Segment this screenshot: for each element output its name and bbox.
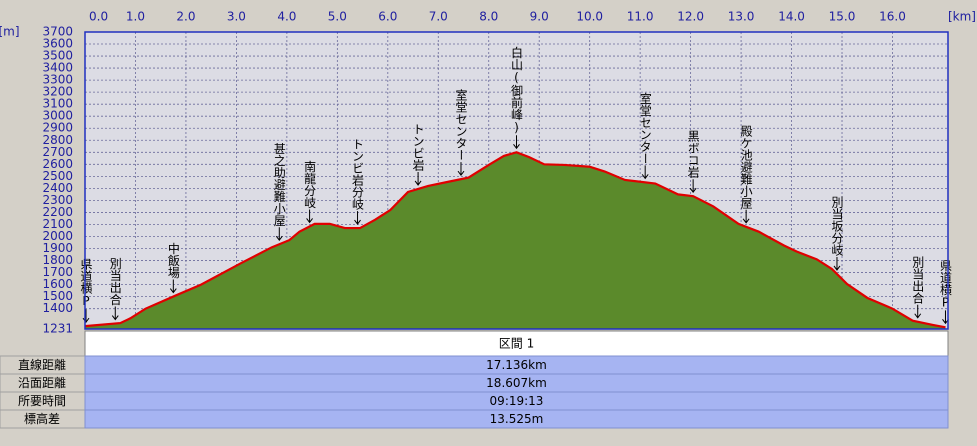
landmark-label: 室堂センター bbox=[454, 88, 468, 161]
y-tick-label: 3500 bbox=[42, 49, 73, 63]
section-header-cell bbox=[84, 330, 949, 357]
landmark-label: トンビ岩 bbox=[411, 123, 425, 171]
x-tick-label: 13.0 bbox=[728, 10, 755, 24]
y-tick-label: 1900 bbox=[42, 241, 73, 255]
landmark-arrow bbox=[82, 309, 90, 323]
x-tick-label: 8.0 bbox=[479, 10, 498, 24]
y-tick-label: 2100 bbox=[42, 217, 73, 231]
row-value: 18.607km bbox=[486, 376, 547, 390]
x-tick-label: 10.0 bbox=[576, 10, 603, 24]
y-tick-label: 2200 bbox=[42, 205, 73, 219]
area bbox=[85, 152, 946, 329]
landmark-arrow bbox=[641, 165, 649, 180]
landmark-label: 南龍分岐 bbox=[303, 159, 317, 208]
y-tick-label: 1400 bbox=[42, 301, 73, 315]
landmark-label: 別当出合 bbox=[108, 257, 122, 305]
y-tick-label: 3000 bbox=[42, 109, 73, 123]
y-tick-label: 2700 bbox=[42, 145, 73, 159]
y-tick-label: 3700 bbox=[42, 25, 73, 39]
landmark-label: 殿ケ池避難小屋 bbox=[739, 124, 753, 209]
landmark-arrow bbox=[513, 135, 520, 150]
y-tick-label: 3100 bbox=[42, 97, 73, 111]
plot-frame bbox=[84, 31, 949, 330]
row-value: 13.525m bbox=[490, 412, 544, 426]
x-tick-label: 1.0 bbox=[126, 10, 145, 24]
landmark-label: トンビ岩分岐 bbox=[351, 138, 365, 210]
landmark-arrow bbox=[742, 209, 750, 224]
row-value: 17.136km bbox=[486, 358, 547, 372]
landmark-arrow bbox=[833, 256, 841, 271]
landmark-label: 別当坂分岐 bbox=[830, 196, 844, 256]
x-tick-label: 2.0 bbox=[176, 10, 195, 24]
landmark-label: 白山(御前峰) bbox=[510, 45, 524, 134]
y-tick-label: 2500 bbox=[42, 169, 73, 183]
x-tick-label: 11.0 bbox=[627, 10, 654, 24]
y-tick-label: 1600 bbox=[42, 277, 73, 291]
landmark-label: 甚之助避難小屋 bbox=[272, 142, 286, 227]
y-unit: [m] bbox=[0, 25, 20, 39]
y-tick-label: 1500 bbox=[42, 289, 73, 303]
x-tick-label: 15.0 bbox=[829, 10, 856, 24]
landmark-arrow bbox=[414, 171, 422, 186]
x-tick-label: 5.0 bbox=[328, 10, 347, 24]
row-label: 直線距離 bbox=[18, 357, 66, 372]
y-tick-label: 2600 bbox=[42, 157, 73, 171]
row-value: 09:19:13 bbox=[490, 394, 544, 408]
landmark-arrow bbox=[354, 211, 361, 225]
landmark-label: 県道横P bbox=[79, 258, 93, 308]
landmark-arrow bbox=[689, 179, 697, 194]
landmark-arrow bbox=[111, 306, 119, 321]
row-label: 所要時間 bbox=[18, 394, 66, 408]
y-tick-label: 3600 bbox=[42, 37, 73, 51]
y-tick-label: 3200 bbox=[42, 85, 73, 99]
landmark-label: 県道横P bbox=[938, 259, 952, 309]
x-tick-label: 16.0 bbox=[879, 10, 906, 24]
landmark-arrow bbox=[914, 304, 922, 319]
row-label: 標高差 bbox=[24, 411, 60, 426]
y-tick-label: 2000 bbox=[42, 229, 73, 243]
row-value-cell bbox=[84, 409, 949, 429]
x-tick-label: 9.0 bbox=[530, 10, 549, 24]
x-tick-label: 6.0 bbox=[378, 10, 397, 24]
landmark-arrow bbox=[275, 227, 283, 242]
y-tick-label: 1800 bbox=[42, 253, 73, 267]
landmark-label: 中飯場 bbox=[166, 241, 180, 279]
landmark-arrow bbox=[306, 209, 313, 224]
x-tick-label: 3.0 bbox=[227, 10, 246, 24]
x-unit: [km] bbox=[948, 10, 976, 24]
landmark-arrow bbox=[457, 162, 465, 176]
y-tick-label: 1700 bbox=[42, 265, 73, 279]
y-tick-label: 1231 bbox=[42, 322, 73, 336]
y-tick-label: 2300 bbox=[42, 193, 73, 207]
row-label: 沿面距離 bbox=[18, 376, 66, 390]
x-tick-label: 0.0 bbox=[89, 10, 108, 24]
x-tick-label: 14.0 bbox=[778, 10, 805, 24]
x-tick-label: 12.0 bbox=[677, 10, 704, 24]
x-tick-label: 7.0 bbox=[429, 10, 448, 24]
landmark-label: 別当出合 bbox=[911, 255, 925, 303]
landmark-label: 室堂センター bbox=[638, 91, 652, 164]
section-header: 区間 1 bbox=[499, 337, 534, 351]
y-tick-label: 2400 bbox=[42, 181, 73, 195]
y-tick-label: 3400 bbox=[42, 61, 73, 75]
landmark-arrow bbox=[169, 279, 177, 294]
y-tick-label: 2900 bbox=[42, 121, 73, 135]
x-tick-label: 4.0 bbox=[277, 10, 296, 24]
profile-line bbox=[84, 151, 946, 329]
landmark-label: 黒ボコ岩 bbox=[686, 130, 700, 178]
y-tick-label: 2800 bbox=[42, 133, 73, 147]
y-tick-label: 3300 bbox=[42, 73, 73, 87]
